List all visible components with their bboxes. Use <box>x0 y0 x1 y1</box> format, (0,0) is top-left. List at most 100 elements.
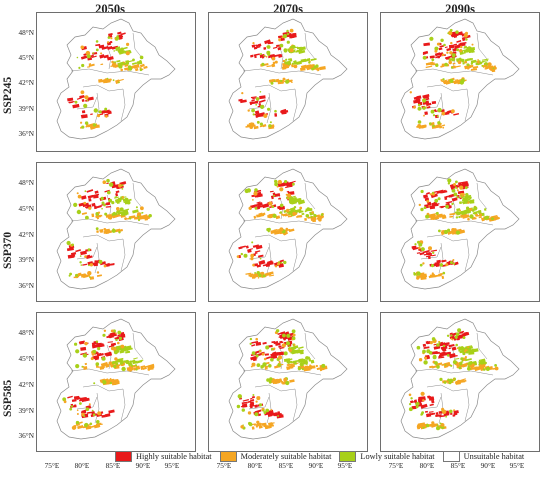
habitat-patch <box>416 345 421 350</box>
habitat-patch <box>285 380 290 386</box>
habitat-patch <box>415 405 419 409</box>
habitat-patch <box>104 413 111 418</box>
habitat-patch <box>256 201 261 204</box>
habitat-patch <box>289 180 296 184</box>
habitat-patch <box>278 38 282 42</box>
habitat-patch <box>70 251 77 256</box>
habitat-patch <box>116 207 120 211</box>
habitat-patch <box>249 125 253 129</box>
habitat-patch <box>464 195 471 200</box>
prefecture-boundary <box>292 88 298 122</box>
prefecture-boundary <box>304 32 316 60</box>
province-map <box>400 168 520 290</box>
habitat-patch <box>75 364 80 369</box>
habitat-patch <box>311 211 314 214</box>
habitat-patch <box>139 63 145 68</box>
habitat-patch <box>439 263 444 267</box>
habitat-patch <box>446 110 450 114</box>
habitat-patch <box>118 183 122 188</box>
habitat-patch <box>88 63 92 66</box>
map-panel-ssp585-2090s <box>380 312 540 452</box>
habitat-patch <box>459 362 463 366</box>
habitat-patch <box>279 203 284 208</box>
habitat-patch <box>250 399 255 402</box>
habitat-patch <box>279 211 283 214</box>
habitat-patch <box>121 366 126 372</box>
habitat-patch <box>428 411 434 413</box>
habitat-patch <box>459 229 463 232</box>
habitat-patch <box>128 66 133 71</box>
habitat-patch <box>436 189 444 194</box>
prefecture-boundary <box>304 182 316 210</box>
habitat-patch <box>480 367 484 372</box>
habitat-patch <box>478 216 483 219</box>
habitat-patch <box>262 409 265 412</box>
habitat-patch <box>289 199 294 205</box>
habitat-patch <box>300 351 304 355</box>
habitat-patch <box>441 260 447 263</box>
habitat-patch <box>270 409 273 411</box>
habitat-patch <box>110 364 114 367</box>
habitat-patch <box>309 64 314 69</box>
habitat-patch <box>270 81 274 85</box>
habitat-patch <box>97 366 100 368</box>
habitat-patch <box>286 40 290 44</box>
habitat-patch <box>462 351 466 356</box>
habitat-patch <box>100 361 109 368</box>
habitat-patch <box>89 425 95 429</box>
habitat-patch <box>257 277 260 279</box>
habitat-patch <box>429 122 432 125</box>
habitat-patch <box>441 415 445 417</box>
habitat-patch <box>471 43 474 46</box>
habitat-patch <box>467 362 472 366</box>
habitat-patch <box>94 190 99 194</box>
habitat-patch <box>137 215 140 218</box>
habitat-patch <box>127 347 133 351</box>
prefecture-boundary <box>292 388 298 422</box>
habitat-patch <box>465 31 468 35</box>
habitat-patch <box>441 275 445 280</box>
habitat-patch <box>456 79 461 82</box>
habitat-patch <box>449 212 456 216</box>
habitat-patch <box>130 364 134 367</box>
habitat-patch <box>466 63 470 67</box>
habitat-patch <box>87 425 90 428</box>
legend-item-moderate: Moderately suitable habitat <box>219 450 331 462</box>
habitat-patch <box>137 212 141 217</box>
habitat-patch <box>455 30 459 34</box>
habitat-patch <box>471 363 475 367</box>
habitat-patch <box>260 365 264 369</box>
lon-label: 95°E <box>509 461 525 470</box>
habitat-patch <box>291 64 294 68</box>
habitat-patch <box>117 31 122 35</box>
habitat-patch <box>87 248 91 252</box>
habitat-patch <box>455 381 458 383</box>
habitat-patch <box>282 213 288 217</box>
habitat-patch <box>80 90 85 95</box>
map-panel-ssp370-2050s <box>36 162 196 302</box>
habitat-patch <box>115 46 121 50</box>
habitat-patch <box>91 352 95 356</box>
habitat-patch <box>444 342 450 346</box>
habitat-patch <box>81 365 84 368</box>
habitat-patch <box>98 78 103 83</box>
habitat-patch <box>288 58 292 61</box>
map-panel-ssp370-2090s <box>380 162 540 302</box>
habitat-patch <box>468 196 472 199</box>
habitat-patch <box>442 215 444 218</box>
habitat-patch <box>91 344 95 349</box>
prefecture-boundary <box>82 84 124 92</box>
habitat-patch <box>263 411 267 414</box>
habitat-patch <box>126 42 130 46</box>
habitat-patch <box>422 262 425 265</box>
habitat-patch <box>429 193 432 196</box>
habitat-patch <box>493 66 497 70</box>
habitat-patch <box>80 346 87 351</box>
habitat-patch <box>264 353 269 356</box>
habitat-patch <box>119 349 125 354</box>
habitat-patch <box>117 341 120 345</box>
habitat-patch <box>115 362 119 366</box>
habitat-patch <box>251 344 256 347</box>
habitat-patch <box>139 55 144 60</box>
prefecture-boundary <box>132 32 144 60</box>
